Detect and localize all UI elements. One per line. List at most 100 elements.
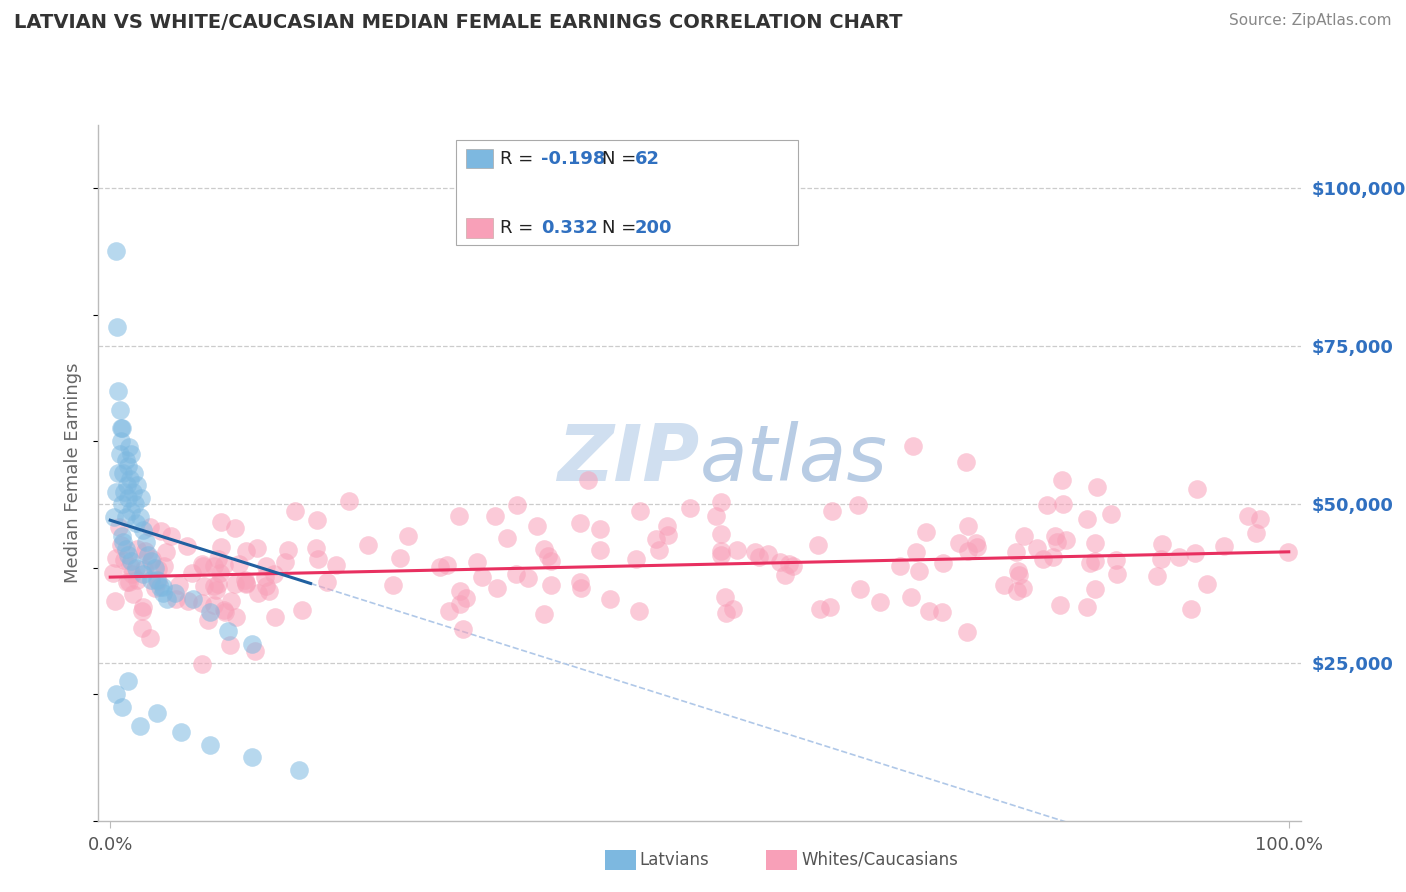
Point: [756, 547, 779, 561]
Point: [533, 607, 555, 621]
Text: N =: N =: [602, 150, 643, 168]
Point: [131, 621, 153, 635]
Point: [1185, 483, 1208, 497]
Point: [589, 543, 612, 558]
Point: [160, 529, 183, 543]
Text: LATVIAN VS WHITE/CAUCASIAN MEDIAN FEMALE EARNINGS CORRELATION CHART: LATVIAN VS WHITE/CAUCASIAN MEDIAN FEMALE…: [14, 13, 903, 32]
Point: [704, 508, 727, 523]
Point: [908, 565, 931, 579]
Point: [131, 604, 153, 618]
Point: [495, 531, 517, 545]
Point: [114, 541, 136, 556]
Point: [956, 625, 979, 640]
Point: [1099, 508, 1122, 522]
Point: [127, 478, 149, 492]
Point: [439, 604, 461, 618]
Point: [820, 504, 842, 518]
Point: [219, 638, 242, 652]
Point: [1152, 537, 1174, 551]
Point: [807, 538, 830, 552]
Point: [121, 484, 143, 499]
Point: [110, 421, 132, 435]
Point: [243, 644, 266, 658]
Point: [193, 579, 215, 593]
Point: [128, 719, 150, 733]
Point: [191, 596, 214, 610]
Point: [105, 484, 128, 499]
Point: [540, 553, 562, 567]
Point: [146, 562, 169, 576]
Point: [134, 562, 156, 576]
Point: [1249, 512, 1271, 526]
Point: [149, 580, 172, 594]
Point: [869, 595, 891, 609]
Point: [429, 559, 451, 574]
Point: [202, 598, 225, 612]
Text: 62: 62: [634, 150, 659, 168]
Text: Latvians: Latvians: [640, 851, 710, 869]
Point: [526, 519, 548, 533]
Text: Source: ZipAtlas.com: Source: ZipAtlas.com: [1229, 13, 1392, 29]
Point: [207, 577, 229, 591]
Point: [200, 605, 222, 619]
Point: [1049, 598, 1071, 612]
Point: [505, 567, 527, 582]
Point: [657, 528, 679, 542]
Point: [1043, 529, 1066, 543]
Point: [105, 687, 128, 701]
Point: [146, 574, 169, 589]
Point: [115, 478, 138, 492]
Point: [744, 545, 766, 559]
Point: [128, 510, 150, 524]
Point: [141, 551, 163, 566]
Point: [152, 586, 174, 600]
Point: [576, 473, 599, 487]
Point: [180, 566, 202, 581]
Point: [190, 557, 212, 571]
Point: [235, 577, 257, 591]
Point: [112, 552, 135, 566]
Point: [207, 552, 229, 566]
Point: [1146, 569, 1168, 583]
Point: [120, 447, 142, 461]
Point: [1084, 536, 1107, 550]
Point: [274, 555, 297, 569]
Point: [901, 438, 924, 452]
Point: [436, 558, 458, 573]
Point: [1042, 549, 1064, 564]
Point: [628, 603, 651, 617]
Point: [132, 600, 155, 615]
Point: [1236, 509, 1258, 524]
Point: [381, 578, 404, 592]
Text: 200: 200: [634, 219, 672, 237]
Point: [117, 459, 139, 474]
Point: [118, 574, 141, 589]
Point: [120, 554, 142, 568]
Point: [1012, 529, 1035, 543]
Point: [516, 571, 538, 585]
Point: [264, 609, 287, 624]
Point: [170, 725, 193, 739]
Point: [235, 543, 257, 558]
Point: [225, 610, 247, 624]
Point: [263, 567, 285, 582]
Point: [782, 559, 804, 574]
Point: [105, 244, 128, 259]
Point: [957, 519, 980, 533]
Point: [149, 524, 172, 538]
Point: [254, 570, 277, 584]
Point: [205, 583, 228, 598]
Point: [588, 522, 610, 536]
Point: [1054, 533, 1077, 547]
Point: [107, 384, 129, 398]
Point: [254, 558, 277, 573]
Point: [1076, 512, 1098, 526]
Point: [108, 520, 131, 534]
Point: [1213, 540, 1236, 554]
Text: ZIP: ZIP: [557, 421, 700, 497]
Point: [117, 491, 139, 505]
Point: [454, 591, 477, 606]
Point: [139, 631, 162, 645]
Point: [240, 636, 263, 650]
Point: [915, 525, 938, 540]
